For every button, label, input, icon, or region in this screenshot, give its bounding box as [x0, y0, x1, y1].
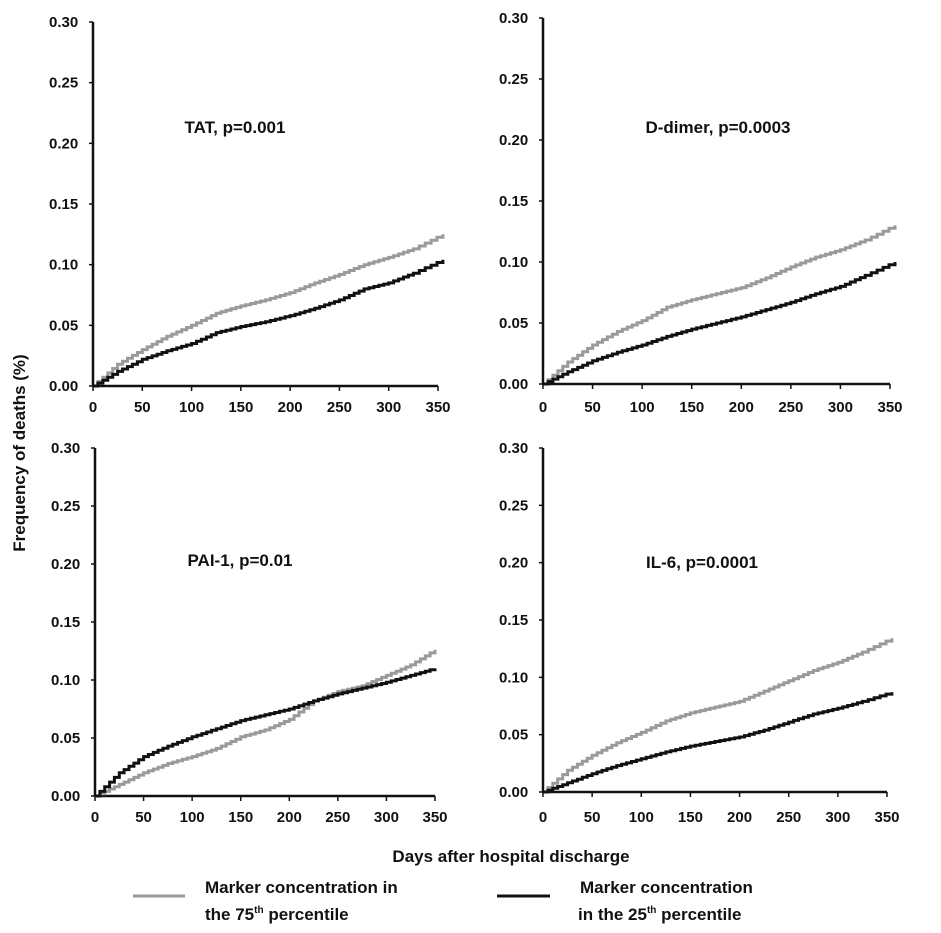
- x-tick-label: 350: [422, 809, 447, 826]
- series-75th-percentile: [95, 649, 437, 798]
- legend: Marker concentration in the 75th percent…: [133, 878, 753, 924]
- y-tick-label: 0.00: [49, 378, 78, 395]
- y-tick-label: 0.05: [51, 730, 80, 747]
- panel-1: 0.00 0.05 0.10 0.15 0.20 0.25 0.30 0 50 100 150 200…: [49, 14, 451, 416]
- x-tick-label: 200: [277, 809, 302, 826]
- x-tick-label: 300: [376, 399, 401, 416]
- series-75th-percentile: [543, 638, 894, 794]
- series-25th-percentile: [95, 668, 437, 798]
- y-tick-label: 0.30: [499, 10, 528, 27]
- x-tick-label: 200: [727, 809, 752, 826]
- y-tick-label: 0.15: [51, 614, 80, 631]
- y-tick-label: 0.30: [499, 440, 528, 457]
- x-tick-label: 200: [278, 399, 303, 416]
- y-tick-label: 0.00: [51, 788, 80, 805]
- y-tick-label: 0.15: [499, 612, 528, 629]
- y-tick-label: 0.15: [49, 196, 78, 213]
- y-tick-label: 0.25: [499, 497, 528, 514]
- x-tick-label: 50: [134, 399, 151, 416]
- x-tick-label: 150: [228, 399, 253, 416]
- panel-title: D-dimer, p=0.0003: [645, 118, 790, 137]
- panel-title: TAT, p=0.001: [185, 118, 286, 137]
- x-tick-label: 150: [678, 809, 703, 826]
- legend-label-25th-line2: in the 25th percentile: [578, 905, 741, 924]
- x-tick-label: 300: [828, 399, 853, 416]
- x-tick-label: 50: [584, 399, 601, 416]
- x-tick-label: 250: [327, 399, 352, 416]
- series-25th-percentile: [543, 262, 897, 386]
- x-tick-label: 50: [584, 809, 601, 826]
- y-tick-label: 0.00: [499, 784, 528, 801]
- x-tick-label: 250: [778, 399, 803, 416]
- panels: 0.00 0.05 0.10 0.15 0.20 0.25 0.30 0 50 100 150 200…: [49, 10, 903, 826]
- y-tick-label: 0.00: [499, 376, 528, 393]
- y-tick-label: 0.25: [51, 498, 80, 515]
- series-75th-percentile: [543, 225, 897, 386]
- y-tick-label: 0.10: [499, 669, 528, 686]
- x-tick-label: 300: [825, 809, 850, 826]
- x-tick-label: 100: [180, 809, 205, 826]
- x-axis-label: Days after hospital discharge: [392, 847, 629, 866]
- x-tick-label: 250: [325, 809, 350, 826]
- y-tick-label: 0.20: [51, 556, 80, 573]
- x-tick-label: 150: [228, 809, 253, 826]
- y-tick-label: 0.30: [49, 14, 78, 31]
- series-75th-percentile: [93, 234, 445, 388]
- x-tick-label: 100: [179, 399, 204, 416]
- legend-label-75th-line1: Marker concentration in: [205, 878, 398, 897]
- x-tick-label: 250: [776, 809, 801, 826]
- y-tick-label: 0.05: [499, 727, 528, 744]
- y-tick-label: 0.20: [499, 555, 528, 572]
- y-tick-label: 0.25: [49, 75, 78, 92]
- y-tick-label: 0.20: [49, 135, 78, 152]
- y-tick-label: 0.10: [51, 672, 80, 689]
- panel-2: 0.00 0.05 0.10 0.15 0.20 0.25 0.30 0 50 100 150 200…: [499, 10, 903, 416]
- y-tick-label: 0.10: [49, 257, 78, 274]
- x-tick-label: 300: [374, 809, 399, 826]
- legend-label-75th-line2: the 75th percentile: [205, 905, 349, 924]
- x-tick-label: 100: [630, 399, 655, 416]
- legend-label-25th-line1: Marker concentration: [580, 878, 753, 897]
- x-tick-label: 100: [629, 809, 654, 826]
- y-tick-label: 0.25: [499, 71, 528, 88]
- x-tick-label: 200: [729, 399, 754, 416]
- x-tick-label: 350: [874, 809, 899, 826]
- panel-3: 0.00 0.05 0.10 0.15 0.20 0.25 0.30 0 50 100 150 200…: [51, 440, 448, 826]
- x-tick-label: 0: [89, 399, 97, 416]
- panel-4: 0.00 0.05 0.10 0.15 0.20 0.25 0.30 0 50 100 150 200…: [499, 440, 900, 826]
- x-tick-label: 350: [425, 399, 450, 416]
- legend-item-25th: Marker concentration in the 25th percent…: [497, 878, 753, 924]
- y-tick-label: 0.05: [49, 317, 78, 334]
- series-25th-percentile: [543, 692, 894, 794]
- x-tick-label: 0: [91, 809, 99, 826]
- y-tick-label: 0.05: [499, 315, 528, 332]
- legend-item-75th: Marker concentration in the 75th percent…: [133, 878, 398, 924]
- y-tick-label: 0.10: [499, 254, 528, 271]
- series-25th-percentile: [93, 259, 445, 388]
- x-tick-label: 0: [539, 809, 547, 826]
- y-tick-label: 0.30: [51, 440, 80, 457]
- x-tick-label: 0: [539, 399, 547, 416]
- y-tick-label: 0.20: [499, 132, 528, 149]
- panel-title: PAI-1, p=0.01: [187, 551, 292, 570]
- x-tick-label: 350: [877, 399, 902, 416]
- y-tick-label: 0.15: [499, 193, 528, 210]
- y-axis-label: Frequency of deaths (%): [10, 354, 29, 551]
- x-tick-label: 150: [679, 399, 704, 416]
- panel-title: IL-6, p=0.0001: [646, 553, 758, 572]
- x-tick-label: 50: [135, 809, 152, 826]
